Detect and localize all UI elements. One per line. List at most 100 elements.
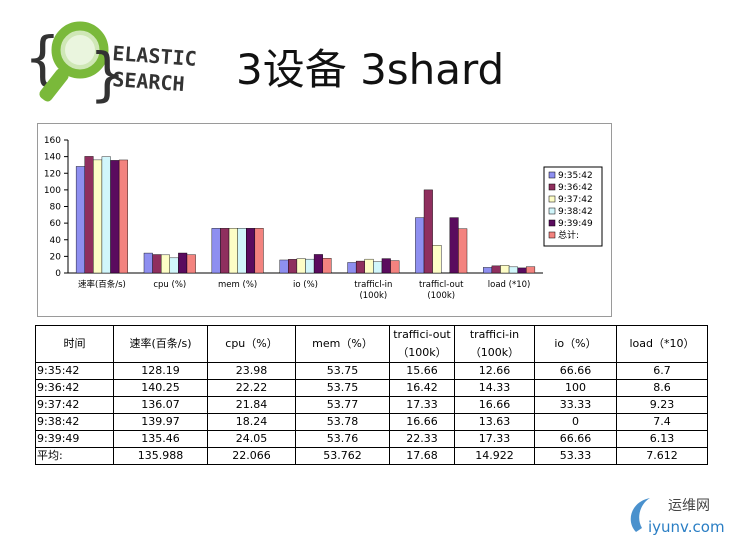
legend-label: 9:36:42	[558, 183, 593, 193]
bar-1	[211, 228, 221, 274]
bar-5	[313, 254, 323, 274]
y-tick-label: 80	[50, 203, 62, 213]
bar-6	[254, 228, 264, 274]
bar-2	[355, 260, 365, 274]
table-header-cell: cpu（%）	[207, 325, 296, 363]
slide-title: 3设备 3shard	[236, 45, 505, 94]
table-cell: 7.612	[616, 447, 708, 465]
y-tick-label: 100	[44, 186, 61, 196]
watermark-swoosh-icon	[630, 498, 650, 532]
bar-3	[364, 258, 374, 274]
table-cell: 136.07	[113, 396, 208, 414]
logo-word-2: SEARCH	[112, 67, 186, 96]
table-cell: 66.66	[534, 362, 617, 380]
site-watermark: 运维网 iyunv.com	[630, 498, 724, 536]
y-tick-label: 40	[50, 236, 62, 246]
bar-1	[347, 262, 357, 274]
bar-6	[526, 266, 536, 274]
legend-label: 9:35:42	[558, 171, 593, 181]
table-cell: 8.6	[616, 379, 708, 397]
table-cell: 66.66	[534, 430, 617, 448]
legend-label: 9:38:42	[558, 207, 593, 217]
legend-swatch	[548, 231, 556, 239]
table-cell: 22.22	[207, 379, 296, 397]
table-cell: 9:39:49	[35, 430, 114, 448]
bar-1	[75, 166, 85, 274]
table-cell: 16.42	[389, 379, 455, 397]
table-header-row: 时间 速率(百条/s) cpu（%） mem（%） traffici-out （100k）…	[35, 325, 708, 363]
table-cell: 12.66	[454, 362, 535, 380]
table-header-cell: 时间	[35, 325, 114, 363]
table-cell: 平均:	[35, 447, 114, 465]
bar-4	[169, 257, 179, 274]
table-cell: 17.33	[389, 396, 455, 414]
bar-6	[118, 159, 128, 274]
table-cell: 100	[534, 379, 617, 397]
bar-5	[110, 160, 120, 274]
table-cell: 24.05	[207, 430, 296, 448]
bar-6	[458, 228, 468, 274]
bar-4	[101, 156, 111, 274]
bar-3	[296, 258, 306, 274]
table-header-cell: 速率(百条/s)	[113, 325, 208, 363]
chart-svg: 0 20 40 60 80 100 120 140 160 速率(百条/s) cpu (%) mem …	[44, 136, 603, 301]
table-cell: 139.97	[113, 413, 208, 431]
table-header-cell: traffici-in （100k）	[454, 325, 535, 363]
table-header-cell: mem（%）	[295, 325, 390, 363]
legend-label: 总计:	[558, 229, 579, 241]
table-header-text: （100k）	[397, 346, 447, 359]
stats-table: 时间 速率(百条/s) cpu（%） mem（%） traffici-out （100k）…	[35, 325, 708, 465]
bar-6	[186, 254, 196, 274]
table-cell: 9:38:42	[35, 413, 114, 431]
bar-1	[143, 252, 153, 274]
y-tick-label: 140	[44, 153, 61, 163]
bar-2	[220, 228, 230, 274]
bar-5	[381, 258, 391, 274]
legend-label: 9:39:49	[558, 219, 593, 229]
x-tick-label: mem (%)	[218, 280, 257, 290]
bar-2	[288, 259, 298, 274]
table-cell: 7.4	[616, 413, 708, 431]
table-cell: 22.066	[207, 447, 296, 465]
table-cell: 140.25	[113, 379, 208, 397]
bar-2	[84, 156, 94, 274]
bar-3	[432, 245, 442, 274]
table-row: 9:35:42 128.19 23.98 53.75 15.66 12.66 66.66 6.…	[35, 362, 708, 380]
table-row: 平均: 135.988 22.066 53.762 17.68 14.922 53.33 7.…	[35, 447, 708, 465]
table-row: 9:39:49 135.46 24.05 53.76 22.33 17.33 66.66 6.…	[35, 430, 708, 448]
table-cell: 16.66	[389, 413, 455, 431]
table-row: 9:36:42 140.25 22.22 53.75 16.42 14.33 100 8.6	[35, 379, 708, 397]
table-cell: 9.23	[616, 396, 708, 414]
bar-6	[322, 258, 332, 274]
x-tick-label: trafficl-in (100k)	[354, 280, 392, 301]
bar-5	[178, 252, 188, 274]
table-cell: 17.68	[389, 447, 455, 465]
table-header-text: （100k）	[469, 346, 520, 359]
table-cell: 6.7	[616, 362, 708, 380]
bar-4	[373, 261, 383, 274]
x-tick-label: io (%)	[293, 280, 318, 290]
table-cell: 53.78	[295, 413, 390, 431]
table-header-cell: io（%）	[534, 325, 617, 363]
bar-4	[508, 266, 518, 274]
table-cell: 9:36:42	[35, 379, 114, 397]
y-tick-label: 120	[44, 169, 61, 179]
table-cell: 53.75	[295, 362, 390, 380]
bar-6	[390, 260, 400, 274]
x-tick-label: 速率(百条/s)	[78, 279, 126, 290]
table-cell: 53.75	[295, 379, 390, 397]
table-cell: 14.33	[454, 379, 535, 397]
table-header-text: traffici-in	[469, 328, 520, 341]
bar-4	[237, 228, 247, 274]
table-header-text: traffici-out	[393, 328, 451, 341]
bar-1	[415, 217, 425, 274]
table-cell: 135.46	[113, 430, 208, 448]
bar-1	[279, 259, 289, 274]
bar-2	[423, 189, 433, 274]
legend-label: 9:37:42	[558, 195, 593, 205]
bar-5	[246, 228, 256, 274]
bar-3	[160, 254, 170, 274]
table-header-cell: load（*10）	[616, 325, 708, 363]
legend-swatch	[548, 171, 556, 179]
legend-swatch	[548, 183, 556, 191]
